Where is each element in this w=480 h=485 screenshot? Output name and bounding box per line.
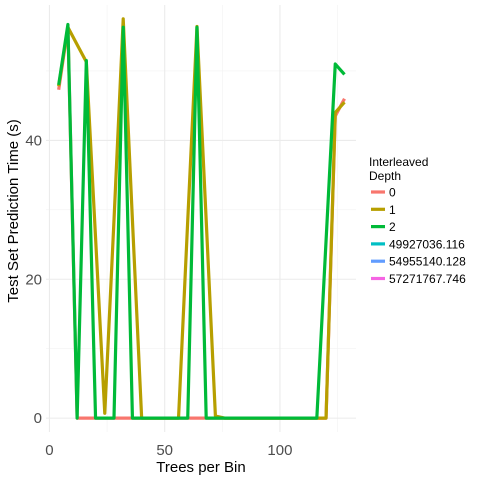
legend-label: 0 (389, 186, 396, 200)
y-tick-label: 0 (34, 410, 42, 427)
x-tick-label: 50 (156, 442, 173, 459)
legend-label: 57271767.746 (389, 272, 466, 286)
y-tick-label: 40 (25, 132, 42, 149)
axes: 0 50 100 0 20 40 (25, 132, 292, 459)
legend-label: 49927036.116 (389, 237, 465, 251)
legend-label: 1 (389, 203, 396, 217)
x-axis-title: Trees per Bin (156, 459, 245, 476)
x-tick-label: 100 (267, 442, 292, 459)
legend-title: Depth (369, 169, 401, 183)
x-tick-label: 0 (45, 442, 53, 459)
legend-label: 54955140.128 (389, 255, 466, 269)
legend-label: 2 (389, 220, 396, 234)
legend-title: Interleaved (369, 155, 428, 169)
series-lines (57, 17, 346, 420)
y-tick-label: 20 (25, 271, 42, 288)
y-axis-title: Test Set Prediction Time (s) (5, 119, 22, 302)
series-line-2 (57, 22, 346, 420)
